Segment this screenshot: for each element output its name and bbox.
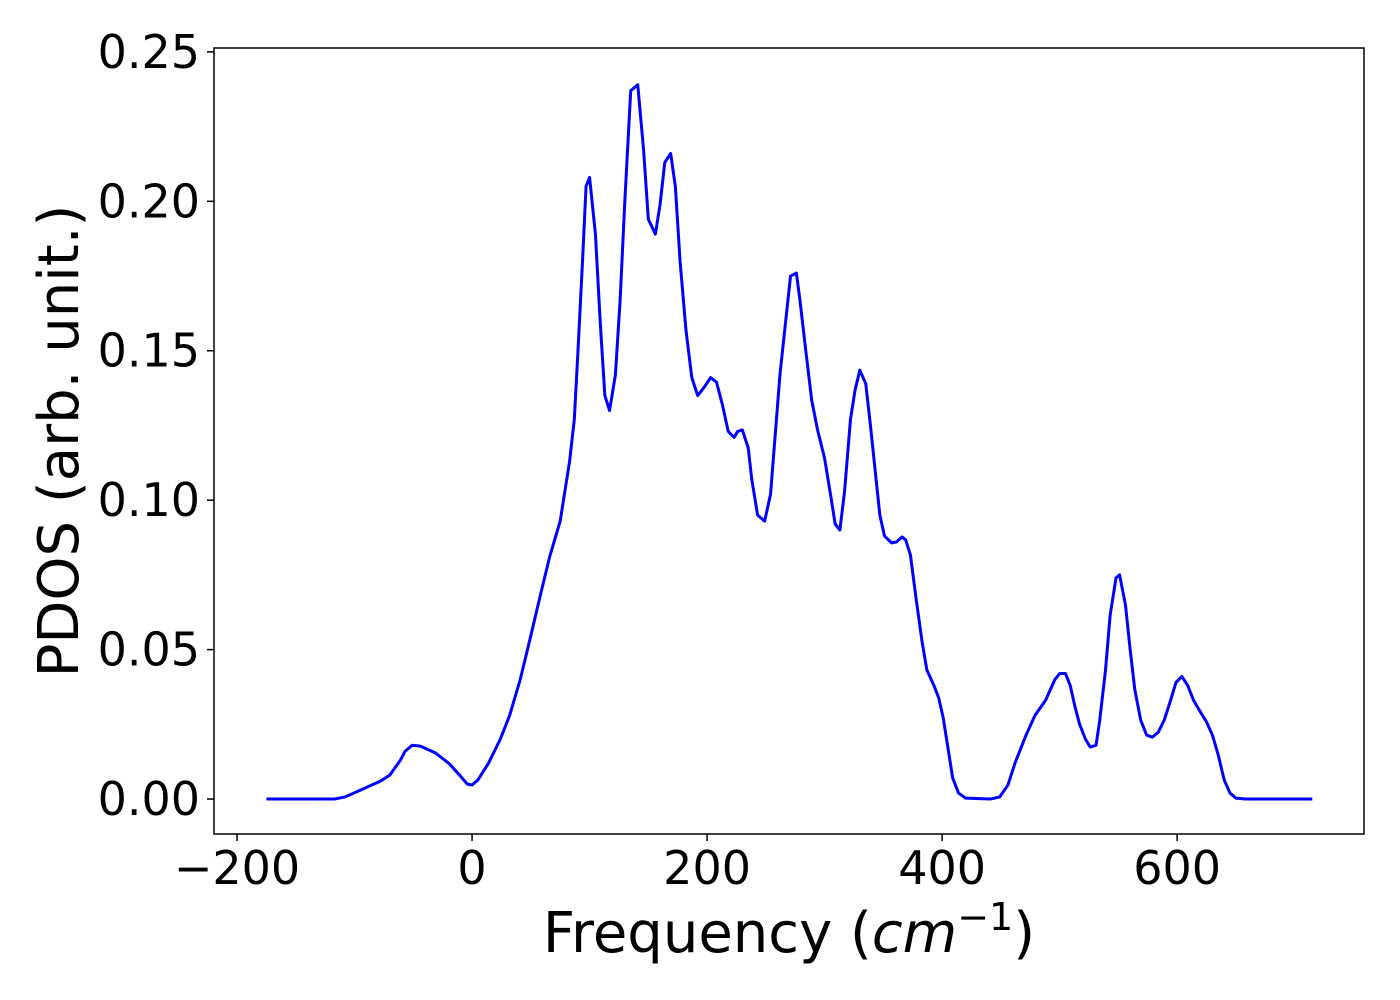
x-label-unit: cm xyxy=(872,901,957,966)
x-tick-label: 400 xyxy=(898,841,986,895)
x-tick-label: 200 xyxy=(663,841,751,895)
x-axis-label: Frequency (cm−1) xyxy=(543,895,1035,966)
y-axis-label: PDOS (arb. unit.) xyxy=(27,205,92,678)
x-tick-label: −200 xyxy=(174,841,300,895)
y-tick-label: 0.25 xyxy=(98,25,200,79)
y-tick-label: 0.05 xyxy=(98,623,200,677)
y-tick-label: 0.15 xyxy=(98,324,200,378)
x-tick-label: 600 xyxy=(1133,841,1221,895)
x-label-text: Frequency ( xyxy=(543,901,872,966)
y-tick-label: 0.00 xyxy=(98,772,200,826)
x-tick-label: 0 xyxy=(457,841,486,895)
y-tick-label: 0.20 xyxy=(98,174,200,228)
y-tick-label: 0.10 xyxy=(98,473,200,527)
data-line xyxy=(266,83,1313,801)
plot-frame xyxy=(213,47,1365,835)
x-label-exponent: −1 xyxy=(957,895,1013,939)
x-label-close: ) xyxy=(1013,901,1035,966)
